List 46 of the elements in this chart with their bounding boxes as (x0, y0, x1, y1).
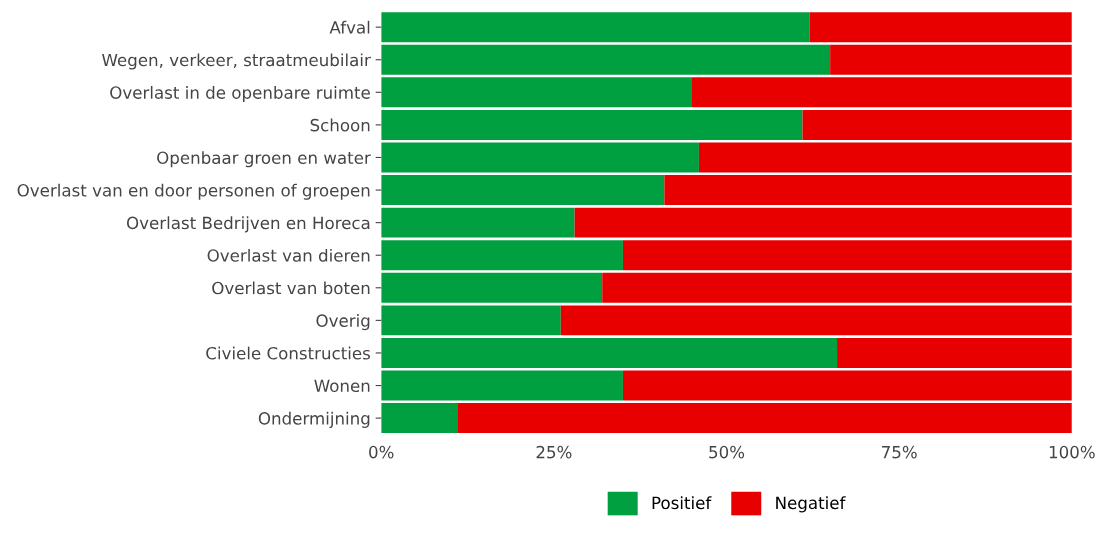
y-tick-label: Civiele Constructies (206, 346, 370, 360)
bar (381, 109, 803, 140)
bar (809, 12, 1072, 43)
y-tick-label: Overlast van dieren (207, 248, 370, 262)
x-tick-label: 50% (709, 445, 745, 459)
y-tick-label: Openbaar groen en water (157, 151, 371, 168)
y-tick-label: Overlast Bedrijven en Horeca (126, 216, 370, 233)
bar (381, 207, 575, 238)
bar (830, 44, 1072, 75)
legend-label: Positief (652, 496, 712, 510)
x-tick-label: 25% (536, 445, 572, 459)
y-tick-label: Ondermijning (258, 411, 370, 428)
bar (381, 272, 603, 303)
y-tick-label: Schoon (310, 118, 370, 132)
bar (381, 175, 665, 206)
y-tick-label: Overig (316, 314, 370, 331)
bar (381, 44, 831, 75)
bar (837, 337, 1072, 368)
bar (457, 403, 1072, 434)
bar (560, 305, 1072, 336)
bar (381, 305, 561, 336)
bar (381, 12, 810, 43)
y-tick-label: Overlast in de openbare ruimte (110, 85, 370, 103)
bar (574, 207, 1072, 238)
bar (692, 77, 1072, 108)
bar (381, 370, 623, 401)
bar (381, 240, 623, 271)
bar (381, 337, 838, 368)
bar (802, 109, 1072, 140)
bar (622, 370, 1072, 401)
bar (381, 403, 458, 434)
y-tick-label: Overlast van boten (212, 281, 370, 295)
bar (698, 142, 1072, 173)
y-tick-label: Wonen (314, 379, 370, 393)
y-tick-label: Wegen, verkeer, straatmeubilair (102, 53, 371, 70)
legend-label: Negatief (776, 496, 846, 513)
bar (664, 175, 1072, 206)
y-tick-label: Afval (329, 20, 370, 34)
x-tick-label: 75% (882, 445, 917, 459)
bar (602, 272, 1072, 303)
bar (381, 142, 699, 173)
bar (381, 77, 693, 108)
bar (622, 240, 1072, 271)
x-tick-label: 100% (1049, 445, 1095, 459)
y-tick-label: Overlast van en door personen of groepen (17, 183, 370, 200)
x-tick-label: 0% (369, 445, 394, 459)
